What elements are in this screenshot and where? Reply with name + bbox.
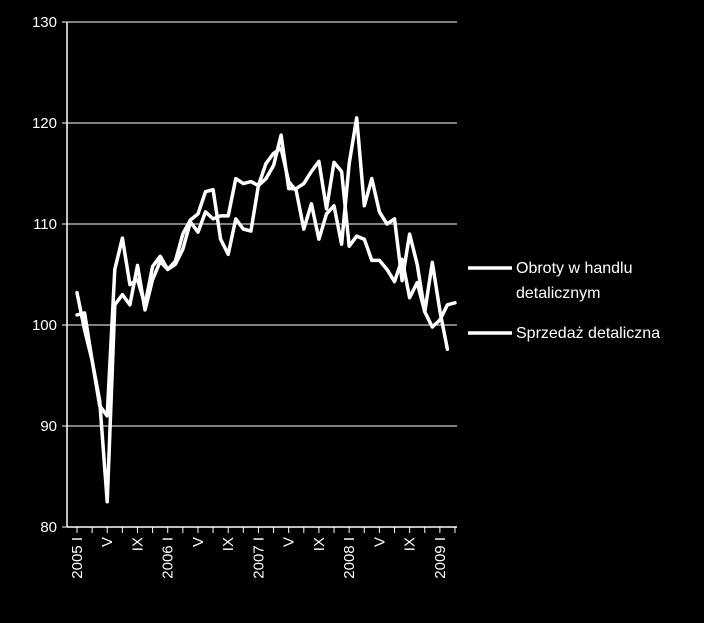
- x-tick-label: IX: [220, 537, 237, 551]
- y-axis-tick-labels: 80 90 100 110 120 130: [32, 14, 57, 536]
- y-tick-label-110: 110: [33, 216, 57, 233]
- x-tick-label: V: [371, 537, 388, 547]
- y-tick-label-90: 90: [40, 418, 57, 435]
- legend: Obroty w handlu detalicznym Sprzedaż detal…: [468, 260, 660, 342]
- x-tick-label: 2007 I: [250, 537, 267, 579]
- y-tick-label-100: 100: [32, 317, 57, 334]
- x-axis-tick-labels: 2005 I V IX 2006 I V IX 2007 I V IX 2008 I V IX 2009…: [69, 537, 449, 579]
- y-tick-label-130: 130: [32, 14, 57, 31]
- x-tick-label: 2008 I: [341, 537, 358, 579]
- x-tick-label: 2009 I: [432, 537, 449, 579]
- legend-label-1: Obroty w handlu detalicznym: [516, 260, 633, 302]
- x-tick-label: V: [190, 537, 207, 547]
- x-tick-label: V: [99, 537, 116, 547]
- y-tick-label-120: 120: [32, 115, 57, 132]
- series-lines: [75, 116, 457, 504]
- x-tick-label: IX: [402, 537, 419, 551]
- legend-label-2: Sprzedaż detaliczna: [516, 325, 660, 342]
- x-tick-label: 2005 I: [69, 537, 86, 579]
- x-tick-label: 2006 I: [160, 537, 177, 579]
- x-tick-label: IX: [311, 537, 328, 551]
- series-line-1: [75, 133, 457, 504]
- y-tick-label-80: 80: [40, 519, 57, 536]
- series-line-2: [75, 116, 450, 418]
- x-tick-label: V: [281, 537, 298, 547]
- x-tick-label: IX: [129, 537, 146, 551]
- axes: [62, 21, 457, 533]
